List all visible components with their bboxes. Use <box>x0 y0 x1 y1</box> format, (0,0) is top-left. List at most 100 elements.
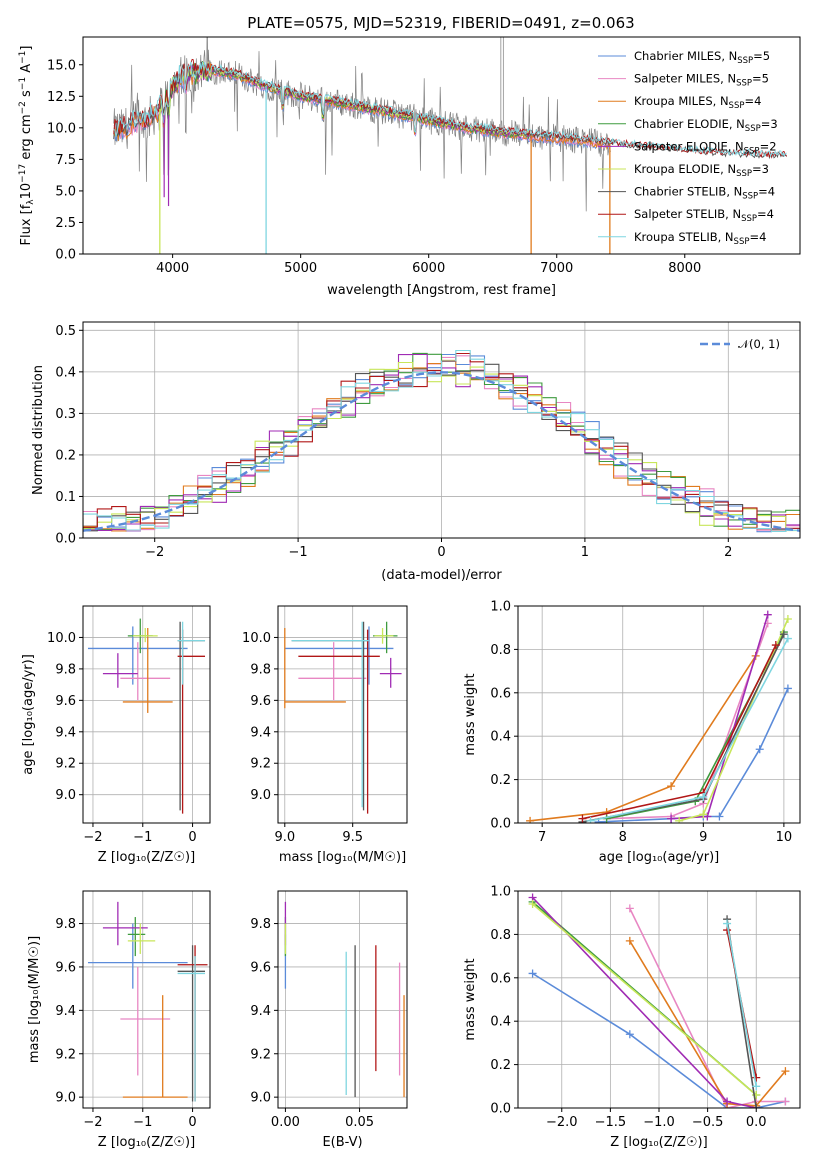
x-tick-label: 2 <box>724 545 732 560</box>
y-tick-label: 0.4 <box>490 1015 511 1030</box>
weight-series-line <box>532 972 786 1108</box>
y-tick-label: 15.0 <box>47 58 76 73</box>
legend-entry-subscript: SSP <box>736 79 752 89</box>
y-tick-label: 0.0 <box>490 1102 511 1117</box>
x-tick-label: 0 <box>437 545 445 560</box>
y-tick-label: 9.2 <box>250 1047 271 1062</box>
legend-entry-subscript: SSP <box>734 237 750 247</box>
x-tick-label: 0 <box>188 830 196 845</box>
weight-point-marker <box>625 1030 634 1039</box>
x-axis-label: Z [log₁₀(Z/Z☉)] <box>98 1135 195 1150</box>
weight-series-line <box>598 688 789 823</box>
histogram-legend: 𝒩(0, 1) <box>700 337 780 351</box>
y-tick-label: 0.8 <box>490 643 511 658</box>
x-tick-label: 8000 <box>668 261 701 276</box>
y-tick-label: 9.6 <box>55 960 76 975</box>
legend-entry-subscript: SSP <box>737 56 753 66</box>
y-axis-label: mass weight <box>463 673 478 755</box>
y-tick-label: 9.2 <box>55 1047 76 1062</box>
x-tick-label: 9.5 <box>342 830 363 845</box>
weight-point-marker <box>779 630 788 639</box>
weight-plot-area <box>526 610 792 823</box>
x-axis-label: Z [log₁₀(Z/Z☉)] <box>98 850 195 865</box>
y-tick-label: 9.6 <box>250 960 271 975</box>
y-axis-label: mass weight <box>463 958 478 1040</box>
weight-point-marker <box>667 814 676 823</box>
y-axis-label-part: −17 <box>18 164 28 183</box>
residual-histogram-step <box>83 349 800 532</box>
legend-entry: Kroupa ELODIE, NSSP=3 <box>634 162 769 179</box>
axes-frame <box>517 605 801 824</box>
legend-entry-subscript: SSP <box>741 214 757 224</box>
y-tick-label: 10.0 <box>47 121 76 136</box>
weight-series-line <box>532 896 757 1108</box>
axes-frame <box>277 890 408 1109</box>
tick-group: −2.0 −1.5 −1.0 −0.5 0.0 0.0 0.2 0.4 0.6 0.8 1.0 <box>490 885 800 1130</box>
weight-point-marker <box>783 634 792 643</box>
tick-group: 4000 5000 6000 7000 8000 0.0 2.5 5.0 7.5 10.0 12.5… <box>47 58 701 276</box>
legend-entry-subscript: SSP <box>729 101 745 111</box>
weight-point-marker <box>625 936 634 945</box>
legend-entry-label: Salpeter STELIB, N <box>634 207 741 221</box>
y-tick-label: 9.8 <box>250 662 271 677</box>
legend-entry-label: Kroupa ELODIE, N <box>634 162 736 176</box>
x-tick-label: 0.0 <box>746 1115 767 1130</box>
legend-entry-label: Chabrier STELIB, N <box>634 185 742 199</box>
y-tick-label: 9.0 <box>250 788 271 803</box>
weight-point-marker <box>625 904 634 913</box>
y-axis-label: Flux [fλ10−17 erg cm−2 s−1 A−1] <box>18 46 36 246</box>
weight-point-marker <box>781 1067 790 1076</box>
legend-entry: Chabrier ELODIE, NSSP=3 <box>634 117 778 134</box>
x-axis-label: mass [log₁₀(M/M☉)] <box>279 850 406 865</box>
weight-point-marker <box>783 684 792 693</box>
tick-group: 7 8 9 10 0.0 0.2 0.4 0.6 0.8 1.0 <box>490 600 800 845</box>
y-tick-label: 0.6 <box>490 686 511 701</box>
weight-series-line <box>532 903 757 1096</box>
x-tick-label: −1 <box>133 1115 152 1130</box>
y-axis-label-part: −2 <box>18 101 28 114</box>
y-axis-label-part: erg cm <box>19 114 34 163</box>
legend-entry-value: =2 <box>760 139 777 153</box>
weight-point-marker <box>763 610 772 619</box>
histogram-plot-area <box>83 349 800 533</box>
y-tick-label: 9.4 <box>250 1004 271 1019</box>
x-tick-label: 4000 <box>156 261 189 276</box>
legend-entry-value: =4 <box>744 94 761 108</box>
y-tick-label: 0.0 <box>55 532 76 547</box>
x-axis-label: wavelength [Angstrom, rest frame] <box>327 283 556 298</box>
y-tick-label: 9.8 <box>250 917 271 932</box>
model-spectrum-line <box>113 58 787 159</box>
weight-series-line <box>726 923 757 1087</box>
y-tick-label: 1.0 <box>490 885 511 900</box>
legend-entry-label: Salpeter ELODIE, N <box>634 139 744 153</box>
legend-entry-label: Chabrier ELODIE, N <box>634 117 745 131</box>
y-tick-label: 0.2 <box>490 773 511 788</box>
age-vs-metallicity-panel: −2 −1 0 9.0 9.2 9.4 9.6 9.8 10.0 Z [log₁₀(Z/Z☉)] a… <box>21 605 211 865</box>
weight-vs-metallicity-panel: −2.0 −1.5 −1.0 −0.5 0.0 0.0 0.2 0.4 0.6 0.8 1.0 Z [… <box>463 885 801 1150</box>
mass-vs-metallicity-panel: −2 −1 0 9.0 9.2 9.4 9.6 9.8 Z [log₁₀(Z/Z☉)] mass … <box>27 890 211 1150</box>
x-tick-label: −1 <box>133 830 152 845</box>
legend-entry-value: =5 <box>753 49 770 63</box>
weight-series-line <box>582 644 777 820</box>
weight-vs-age-panel: 7 8 9 10 0.0 0.2 0.4 0.6 0.8 1.0 age [log₁₀(age/yr… <box>463 600 801 865</box>
x-tick-label: 1 <box>581 545 589 560</box>
legend-entry-subscript: SSP <box>745 124 761 134</box>
legend-entry: Kroupa STELIB, NSSP=4 <box>634 230 766 247</box>
x-tick-label: 0.00 <box>271 1115 300 1130</box>
y-axis-label-part: s <box>19 90 34 101</box>
legend-entry-value: =4 <box>757 207 774 221</box>
legend-entry-value: =3 <box>752 162 769 176</box>
y-axis-label-part: −1 <box>18 51 28 64</box>
y-tick-label: 9.8 <box>55 917 76 932</box>
errorbar-plot-area <box>284 901 405 1098</box>
legend-entry-label: Chabrier MILES, N <box>634 49 737 63</box>
legend-entry: Salpeter MILES, NSSP=5 <box>634 72 769 89</box>
y-axis-label-part: ] <box>19 46 34 51</box>
y-tick-label: 9.0 <box>250 1091 271 1106</box>
weight-point-marker <box>752 1104 761 1108</box>
axes-frame <box>82 36 801 255</box>
legend-entry-subscript: SSP <box>736 169 752 179</box>
x-axis-label: Z [log₁₀(Z/Z☉)] <box>610 1135 707 1150</box>
y-tick-label: 9.0 <box>55 1091 76 1106</box>
weight-point-marker <box>675 816 684 823</box>
